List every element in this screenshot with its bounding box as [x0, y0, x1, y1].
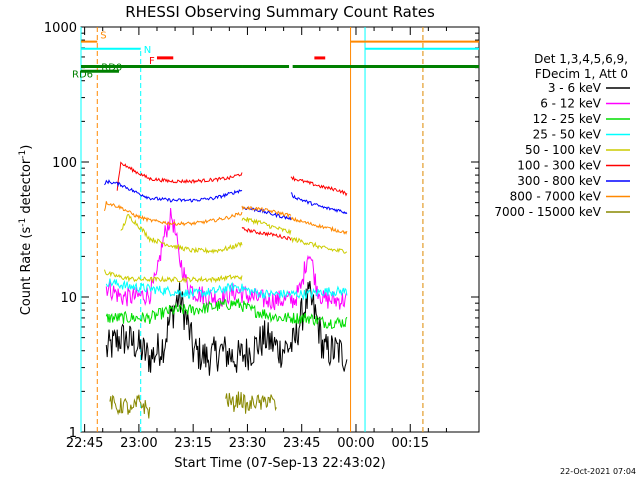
series-line-2-0 [105, 298, 348, 330]
legend-entry-label: 6 - 12 keV [540, 97, 602, 111]
y-tick-label: 100 [52, 156, 77, 171]
legend-entry-label: 50 - 100 keV [525, 143, 602, 157]
series-line-0-0 [105, 280, 348, 376]
series-line-4-3 [290, 236, 348, 254]
x-tick-label: 00:00 [337, 436, 374, 451]
legend-entry-label: 300 - 800 keV [517, 174, 601, 188]
series-line-4-2 [241, 217, 292, 236]
legend-entry-label: 12 - 25 keV [533, 112, 602, 126]
y-axis-label-end: ) [19, 145, 34, 150]
y-axis-label-start: Count Rate (s [19, 227, 34, 316]
y-axis-label-sup1: -1 [18, 218, 28, 227]
x-tick-label: 00:15 [392, 436, 429, 451]
y-axis-label-sup2: -1 [18, 150, 28, 159]
series-line-8-0 [109, 394, 151, 419]
flag-label-s: S [100, 31, 106, 42]
series-group [104, 161, 348, 419]
series-line-7-1 [241, 205, 292, 219]
series-line-6-2 [290, 192, 348, 215]
legend-header-line-2: FDecim 1, Att 0 [535, 67, 628, 81]
legend-header-line-1: Det 1,3,4,5,6,9, [534, 52, 628, 66]
series-line-7-2 [290, 216, 348, 235]
attenuator-event-lines [80, 27, 424, 432]
legend-entry-label: 800 - 7000 keV [510, 190, 602, 204]
flag-label-rd0: RD0 [101, 62, 122, 73]
series-line-4-0 [104, 269, 243, 284]
series-line-4-1 [120, 213, 243, 255]
flag-label-f: F [149, 56, 155, 67]
legend-entry-label: 25 - 50 keV [533, 128, 602, 142]
series-line-7-0 [104, 201, 243, 227]
y-tick-label: 1000 [44, 21, 77, 36]
timestamp: 22-Oct-2021 07:04 [560, 467, 636, 476]
legend-entry-label: 100 - 300 keV [517, 159, 601, 173]
flag-label-rd6: RD6 [72, 69, 93, 80]
legend-entry-label: 7000 - 15000 keV [494, 205, 601, 219]
series-line-5-1 [241, 226, 292, 241]
legend: Det 1,3,4,5,6,9, FDecim 1, Att 0 3 - 6 k… [494, 52, 630, 219]
y-axis-label: Count Rate (s-1 detector-1) [18, 145, 34, 316]
x-tick-label: 22:45 [66, 436, 103, 451]
x-axis: 22:45 23:00 23:15 23:30 23:45 00:00 00:15 [66, 27, 447, 451]
series-line-3-0 [105, 278, 348, 301]
series-line-8-1 [225, 391, 277, 414]
flag-label-n: N [144, 45, 151, 56]
series-line-6-1 [241, 206, 292, 221]
y-tick-label: 10 [60, 291, 77, 306]
legend-entry-label: 3 - 6 keV [548, 81, 602, 95]
x-tick-label: 23:00 [120, 436, 157, 451]
series-line-5-0 [116, 161, 243, 191]
series-line-5-2 [290, 175, 348, 197]
y-axis: 1 10 100 1000 [44, 21, 479, 441]
x-tick-label: 23:15 [174, 436, 211, 451]
y-axis-label-mid: detector [19, 158, 34, 218]
x-tick-label: 23:30 [229, 436, 266, 451]
y-tick-label: 1 [69, 426, 77, 441]
series-line-6-0 [104, 179, 243, 203]
x-tick-label: 23:45 [283, 436, 320, 451]
chart-title: RHESSI Observing Summary Count Rates [125, 3, 435, 21]
x-axis-label: Start Time (07-Sep-13 22:43:02) [174, 456, 385, 471]
flag-bars: S NF RD0 RD6 [72, 31, 479, 80]
